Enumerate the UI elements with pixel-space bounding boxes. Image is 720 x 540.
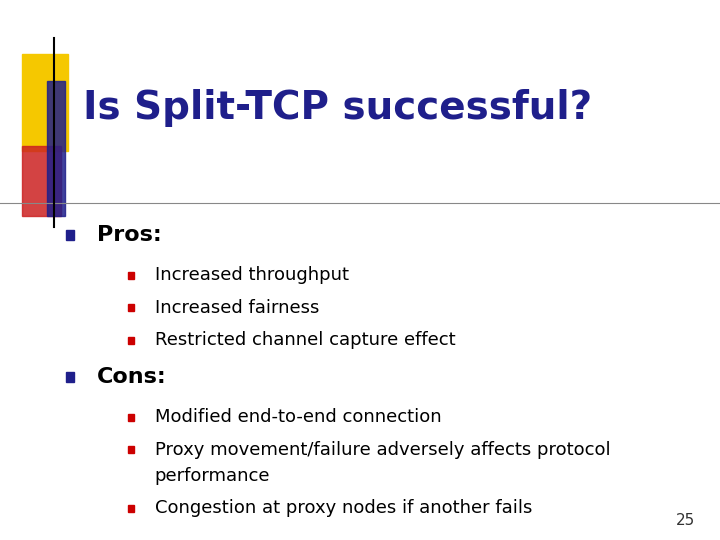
Text: Increased fairness: Increased fairness (155, 299, 319, 317)
Bar (47, 81, 65, 216)
Text: Congestion at proxy nodes if another fails: Congestion at proxy nodes if another fai… (155, 499, 532, 517)
Text: 25: 25 (675, 513, 695, 528)
Text: Is Split-TCP successful?: Is Split-TCP successful? (83, 89, 592, 127)
Text: Restricted channel capture effect: Restricted channel capture effect (155, 331, 456, 349)
Bar (128, 414, 134, 421)
Text: Increased throughput: Increased throughput (155, 266, 348, 285)
Text: Proxy movement/failure adversely affects protocol: Proxy movement/failure adversely affects… (155, 441, 611, 459)
Bar (128, 337, 134, 344)
Bar (128, 505, 134, 512)
Text: performance: performance (155, 467, 270, 485)
Text: Cons:: Cons: (97, 367, 167, 387)
Bar (128, 272, 134, 279)
Bar (128, 305, 134, 311)
Bar (22, 146, 61, 216)
Bar (66, 372, 73, 382)
Bar (128, 446, 134, 454)
Text: Pros:: Pros: (97, 225, 162, 245)
Bar (66, 230, 73, 240)
Bar (22, 54, 68, 151)
Text: Modified end-to-end connection: Modified end-to-end connection (155, 408, 441, 427)
